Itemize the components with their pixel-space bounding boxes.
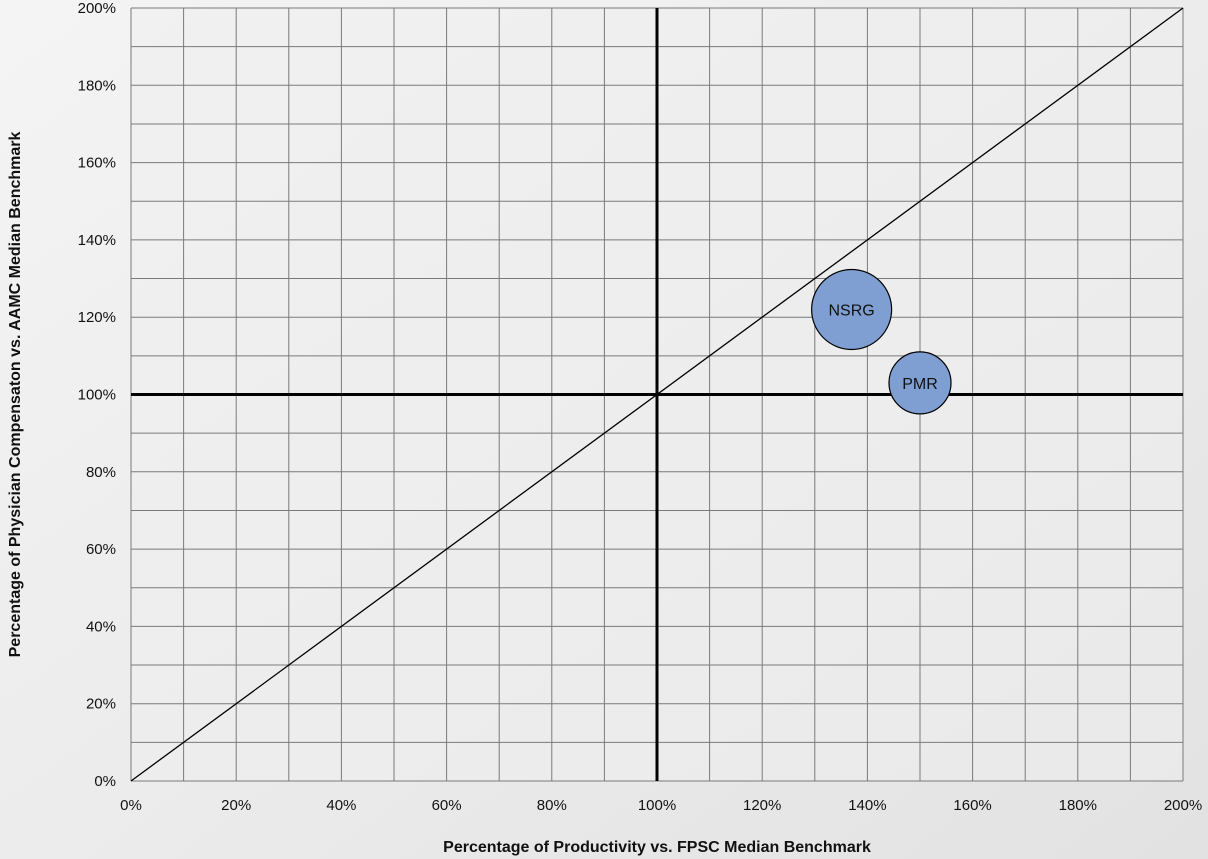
y-tick-label: 200% [78,0,116,17]
y-tick-label: 180% [78,77,116,94]
x-tick-label: 140% [848,797,886,814]
reference-lines [130,7,1184,782]
x-tick-label: 160% [953,797,991,814]
x-tick-label: 200% [1164,797,1202,814]
x-axis-title: Percentage of Productivity vs. FPSC Medi… [443,839,871,856]
y-tick-label: 160% [78,155,116,172]
y-tick-label: 60% [86,541,116,558]
data-point: NSRG [811,268,893,351]
x-tick-label: 180% [1059,797,1097,814]
x-tick-label: 40% [326,797,356,814]
y-tick-label: 80% [86,464,116,481]
y-tick-label: 100% [78,387,116,404]
bubble [888,351,952,415]
y-axis-title: Percentage of Physician Compensaton vs. … [7,132,24,658]
x-tick-label: 100% [638,797,676,814]
y-tick-label: 120% [78,309,116,326]
y-tick-label: 0% [94,773,116,790]
bubble-label: PMR [902,376,938,393]
x-tick-label: 0% [120,797,142,814]
y-tick-label: 40% [86,618,116,635]
data-points: NSRG PMR [811,268,952,415]
y-tick-label: 140% [78,232,116,249]
x-tick-label: 120% [743,797,781,814]
tick-labels: 0% 20% 40% 60% 80% 100% 120% 140% 160% 180% 200% 0%… [78,0,1203,814]
x-tick-label: 60% [432,797,462,814]
bubble [811,268,893,351]
x-tick-label: 20% [221,797,251,814]
data-point: PMR [888,351,952,415]
x-tick-label: 80% [537,797,567,814]
y-tick-label: 20% [86,696,116,713]
bubble-label: NSRG [829,302,875,319]
